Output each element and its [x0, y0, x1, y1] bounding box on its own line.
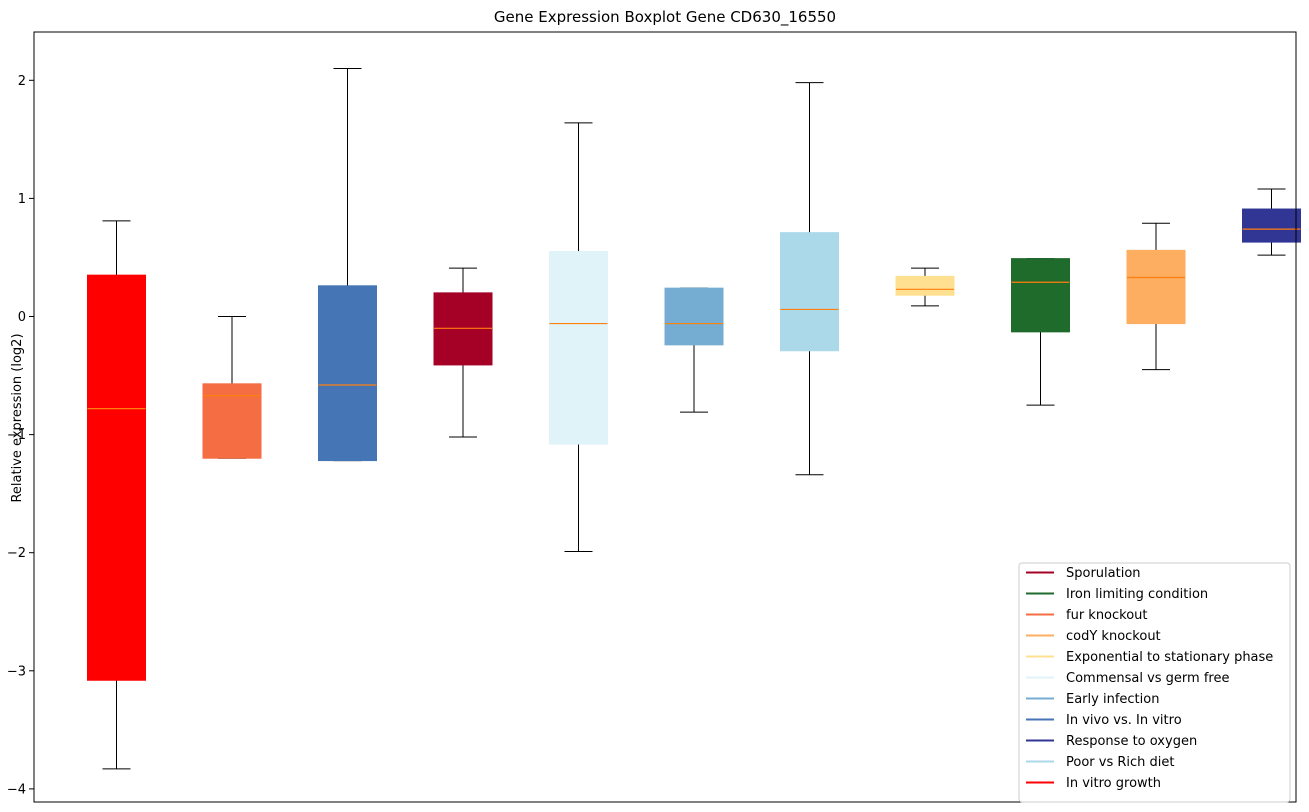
legend-label: Iron limiting condition — [1066, 587, 1208, 602]
legend-label: Exponential to stationary phase — [1066, 650, 1273, 665]
legend-label: In vivo vs. In vitro — [1066, 713, 1182, 728]
legend-label: Poor vs Rich diet — [1066, 755, 1174, 770]
y-axis-label: Relative expression (log2) — [10, 333, 25, 502]
box-early-infection — [664, 287, 724, 413]
box-iron-limiting-condition — [1011, 258, 1070, 406]
legend-label: Early infection — [1066, 692, 1159, 707]
box-iqr — [664, 287, 724, 346]
boxes-layer — [87, 67, 1301, 770]
legend-label: Response to oxygen — [1066, 734, 1197, 749]
box-poor-vs-rich-diet — [780, 82, 839, 476]
y-tick-label: −2 — [7, 546, 26, 561]
plot-frame — [33, 31, 1297, 803]
y-axis: 2 1 0 −1 −2 −3 −4 — [7, 74, 34, 797]
y-tick-label: 1 — [18, 192, 26, 207]
y-tick-label: 2 — [18, 74, 26, 89]
box-sporulation — [433, 267, 493, 438]
box-iqr — [1011, 258, 1070, 333]
legend-label: fur knockout — [1066, 608, 1148, 623]
box-exponential-to-stationary-phase — [895, 267, 955, 307]
y-tick-label: −4 — [7, 782, 26, 797]
legend-label: Sporulation — [1066, 566, 1141, 581]
y-tick-label: −1 — [7, 428, 26, 443]
chart-title: Gene Expression Boxplot Gene CD630_16550 — [494, 8, 836, 27]
box-iqr — [895, 275, 955, 296]
box-iqr — [318, 285, 377, 462]
box-fur-knockout — [202, 316, 262, 459]
legend-label: codY knockout — [1066, 629, 1161, 644]
box-in-vivo-vs-in-vitro — [318, 67, 377, 462]
box-iqr — [202, 383, 262, 459]
y-tick-label: −3 — [7, 664, 26, 679]
legend-label: Commensal vs germ free — [1066, 671, 1229, 686]
box-iqr — [780, 232, 839, 352]
box-commensal-vs-germ-free — [549, 122, 608, 553]
box-iqr — [87, 274, 146, 681]
box-iqr — [549, 251, 608, 445]
legend: Sporulation Iron limiting condition fur kn… — [1018, 562, 1291, 803]
legend-label: In vitro growth — [1066, 776, 1161, 791]
box-iqr — [1126, 249, 1186, 325]
box-cody-knockout — [1126, 222, 1186, 371]
box-response-to-oxygen — [1242, 188, 1301, 256]
legend-frame — [1018, 562, 1291, 803]
y-tick-label: 0 — [18, 310, 26, 325]
box-iqr — [1242, 208, 1301, 243]
box-in-vitro-growth — [87, 220, 146, 770]
